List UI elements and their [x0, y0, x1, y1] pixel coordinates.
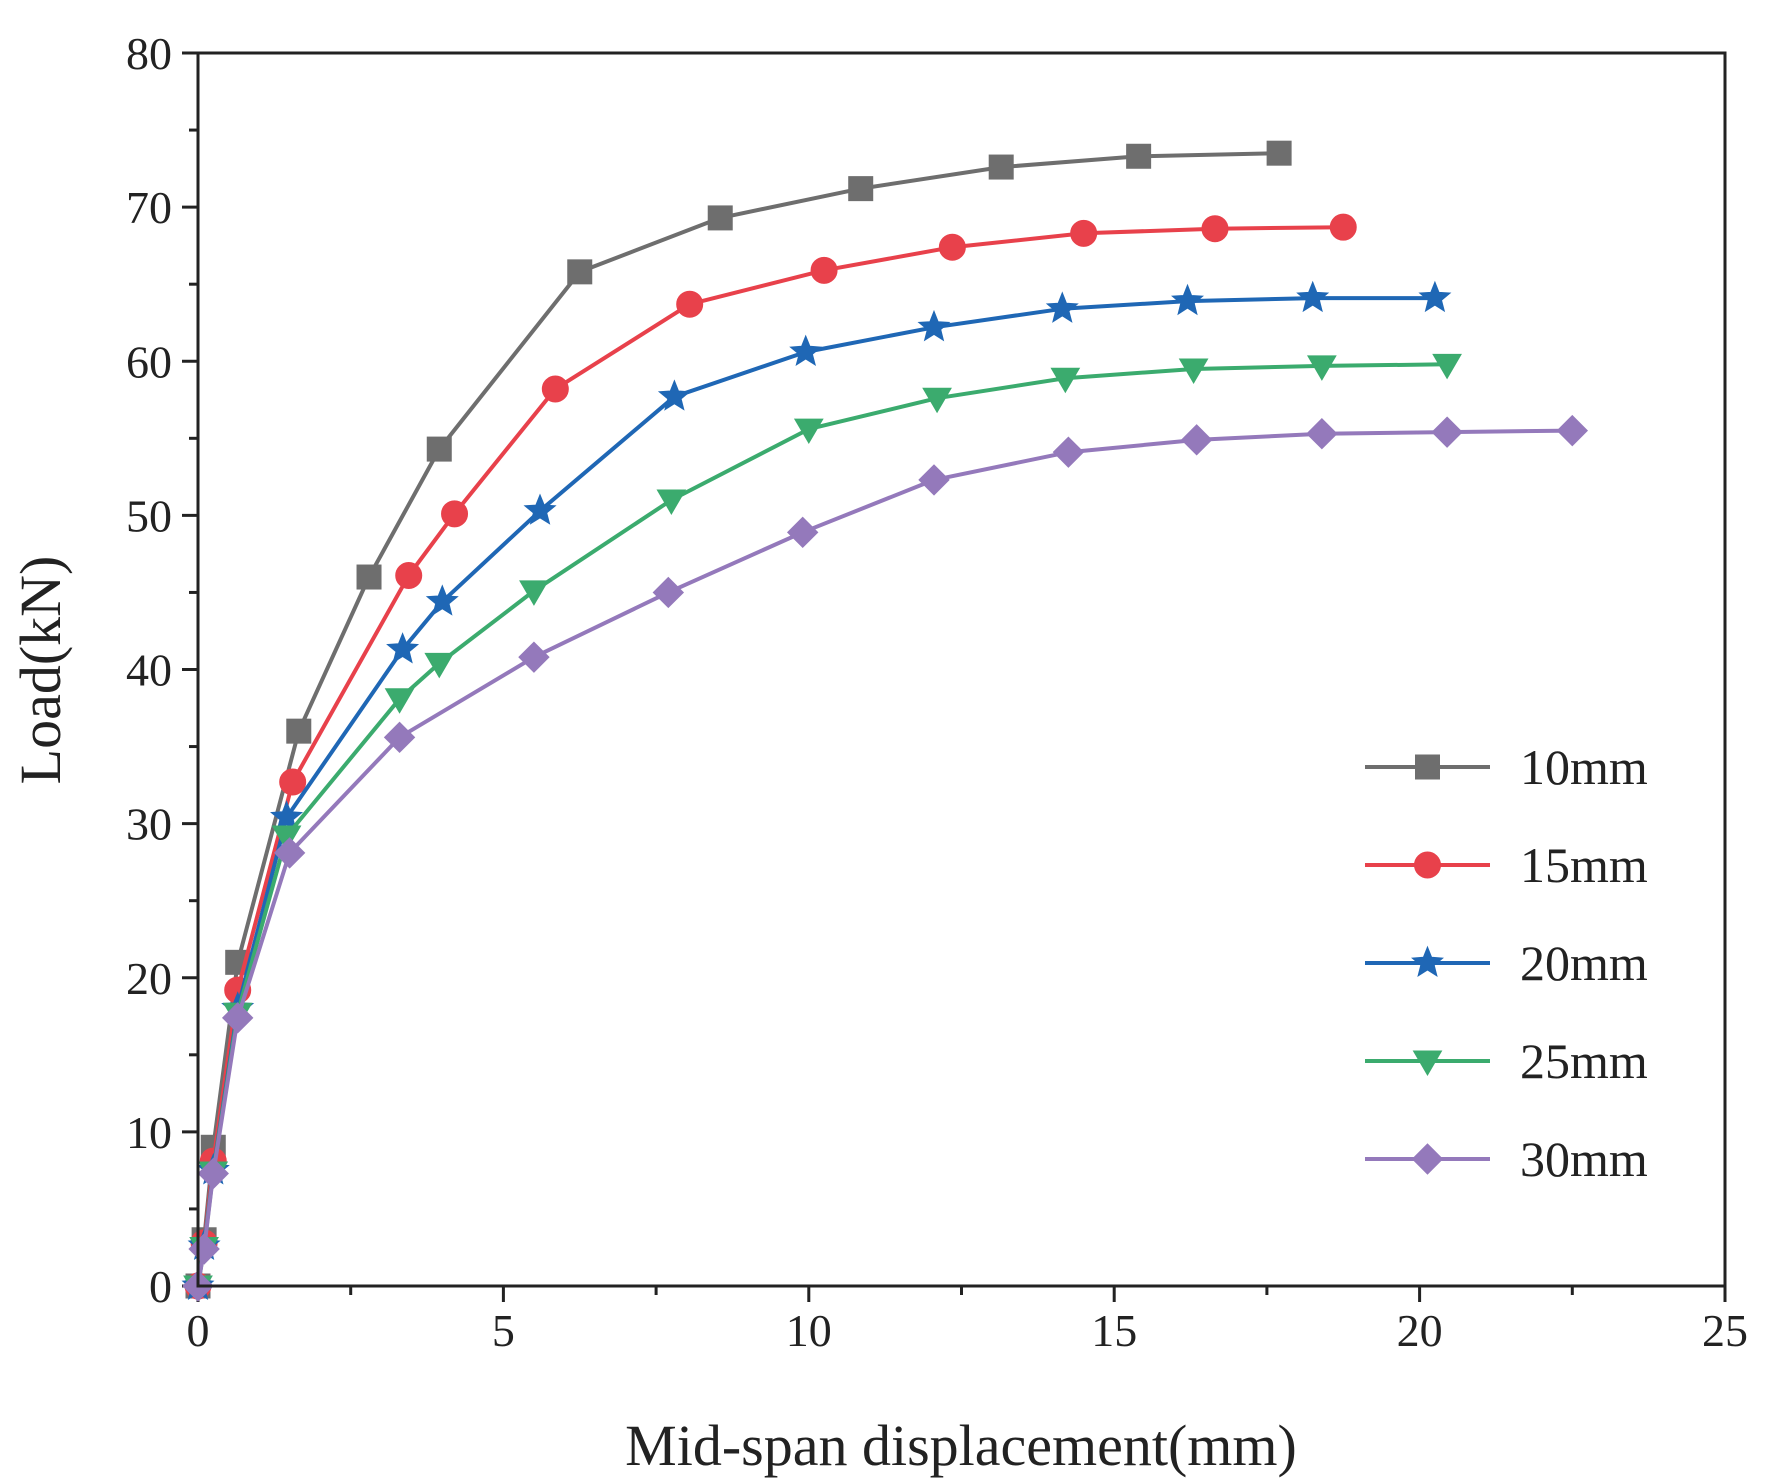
data-point — [707, 205, 733, 231]
data-point — [1126, 143, 1152, 169]
data-point — [1045, 291, 1079, 323]
data-point — [518, 641, 550, 673]
data-point — [567, 259, 593, 285]
data-point — [221, 1002, 254, 1034]
data-point — [424, 652, 455, 679]
y-tick-label: 10 — [126, 1107, 172, 1158]
data-point — [1432, 353, 1462, 380]
data-point — [1296, 280, 1330, 313]
data-point — [1171, 283, 1204, 316]
data-point — [1266, 140, 1292, 166]
legend-item: 15mm — [1365, 837, 1648, 893]
data-point — [395, 561, 423, 589]
x-tick-label: 25 — [1702, 1305, 1748, 1356]
legend-label: 15mm — [1520, 837, 1648, 893]
data-point — [519, 580, 549, 606]
x-tick-label: 20 — [1397, 1305, 1443, 1356]
legend-marker — [1411, 945, 1444, 977]
y-tick-label: 70 — [126, 182, 172, 233]
series-layer — [181, 140, 1589, 1302]
legend-label: 25mm — [1520, 1033, 1648, 1089]
y-tick-label: 80 — [126, 28, 172, 79]
data-point — [1418, 280, 1452, 313]
data-point — [384, 688, 415, 714]
data-point — [786, 516, 819, 549]
data-point — [271, 825, 302, 851]
data-point — [1307, 355, 1337, 381]
data-point — [1556, 414, 1589, 447]
legend-item: 10mm — [1365, 739, 1648, 795]
data-point — [383, 721, 416, 754]
legend-item: 25mm — [1365, 1033, 1648, 1089]
y-tick-label: 0 — [149, 1261, 172, 1312]
data-point — [1178, 358, 1209, 384]
data-point — [918, 464, 950, 496]
data-point — [848, 176, 874, 202]
data-point — [279, 768, 307, 796]
data-point — [197, 1157, 229, 1190]
legend-marker — [1411, 1143, 1444, 1175]
legend-item: 30mm — [1365, 1131, 1648, 1187]
plot-frame — [196, 51, 1727, 1288]
data-point — [386, 632, 420, 664]
series-30mm — [182, 414, 1589, 1302]
data-point — [1201, 215, 1229, 243]
data-point — [356, 564, 382, 590]
data-point — [938, 233, 966, 261]
legend-marker — [1412, 1050, 1443, 1076]
y-tick-labels: 0 10 20 30 40 50 60 70 80 — [126, 28, 172, 1312]
y-tick-label: 40 — [126, 645, 172, 696]
data-point — [1180, 424, 1213, 456]
legend-marker — [1415, 754, 1440, 780]
data-point — [1431, 416, 1463, 448]
data-point — [1329, 213, 1357, 241]
data-point — [541, 375, 569, 403]
data-point — [425, 584, 459, 616]
data-point — [441, 500, 469, 528]
data-point — [270, 800, 304, 832]
data-point — [917, 309, 951, 342]
data-point — [676, 290, 704, 318]
data-point — [657, 379, 691, 411]
data-point — [1050, 367, 1081, 394]
y-tick-label: 50 — [126, 490, 172, 541]
legend-label: 30mm — [1520, 1131, 1648, 1187]
legend-marker — [1414, 851, 1441, 879]
x-tick-label: 0 — [187, 1305, 210, 1356]
legend: 10mm 15mm 20mm 25mm 30mm — [1365, 739, 1648, 1187]
data-point — [1306, 417, 1338, 450]
legend-label: 10mm — [1520, 739, 1648, 795]
legend-label: 20mm — [1520, 935, 1648, 991]
x-tick-label: 10 — [786, 1305, 832, 1356]
data-point — [1070, 219, 1098, 247]
data-point — [656, 489, 687, 515]
data-point — [789, 334, 823, 366]
data-point — [652, 576, 685, 609]
x-tick-label: 15 — [1091, 1305, 1137, 1356]
data-point — [1052, 436, 1085, 468]
data-point — [523, 493, 557, 525]
y-tick-label: 30 — [126, 799, 172, 850]
x-axis-title: Mid-span displacement(mm) — [625, 1413, 1297, 1478]
y-axis-title: Load(kN) — [8, 556, 73, 785]
x-tick-label: 5 — [492, 1305, 515, 1356]
data-point — [810, 256, 838, 284]
data-point — [426, 436, 452, 462]
x-tick-labels: 0 5 10 15 20 25 — [187, 1305, 1749, 1356]
y-tick-label: 20 — [126, 953, 172, 1004]
data-point — [286, 718, 312, 744]
data-point — [988, 154, 1014, 180]
data-point — [793, 418, 824, 445]
data-point — [273, 837, 306, 869]
legend-item: 20mm — [1365, 935, 1648, 991]
y-tick-label: 60 — [126, 336, 172, 387]
data-point — [922, 387, 952, 414]
